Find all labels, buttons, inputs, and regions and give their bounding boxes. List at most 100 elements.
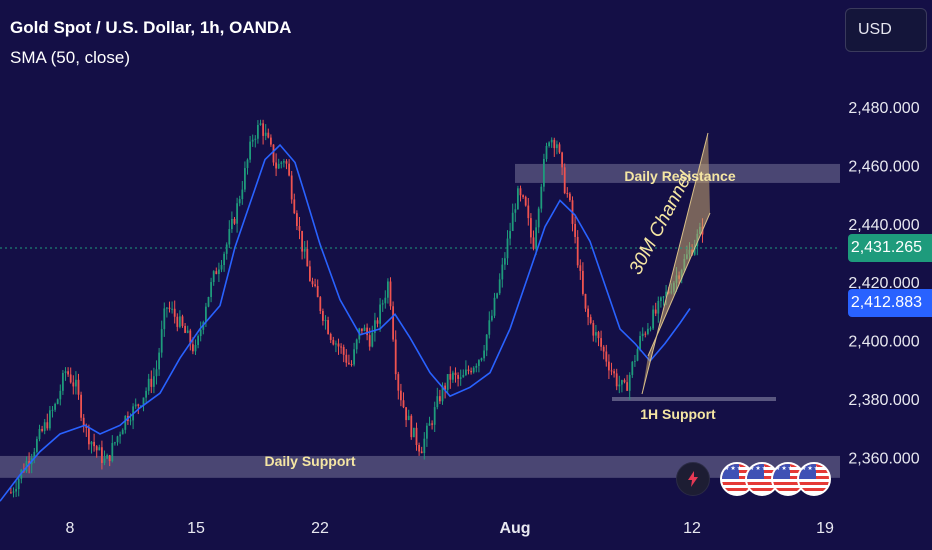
candle-body: [379, 304, 381, 324]
candle-body: [530, 218, 532, 238]
lightning-icon[interactable]: [676, 462, 710, 496]
candle-body: [446, 374, 449, 390]
y-tick-label: 2,360.000: [848, 450, 919, 467]
candle-body: [259, 123, 262, 125]
candle-body: [355, 339, 358, 350]
candle-body: [431, 423, 433, 425]
y-tick-label: 2,420.000: [848, 275, 919, 292]
candle-body: [587, 308, 589, 318]
candle-body: [150, 378, 153, 387]
currency-button[interactable]: USD: [845, 8, 927, 52]
candle-body: [80, 394, 82, 418]
candle-body: [636, 349, 639, 361]
candle-body: [449, 374, 452, 380]
y-tick-label: 2,480.000: [848, 100, 919, 117]
us-flag-icon[interactable]: ★★★: [797, 462, 831, 496]
channel-upper-line: [641, 132, 709, 395]
candle-body: [332, 339, 335, 345]
candle-body: [394, 339, 397, 375]
candle-body: [121, 429, 124, 435]
candle-body: [376, 320, 379, 324]
candle-body: [77, 379, 80, 395]
candle-body: [488, 320, 491, 335]
candle-body: [207, 297, 210, 307]
candle-body: [220, 265, 223, 270]
candle-body: [441, 385, 444, 402]
candle-body: [410, 415, 413, 438]
candle-body: [413, 427, 415, 438]
candle-body: [465, 369, 467, 375]
candle-body: [246, 159, 249, 169]
candle-body: [582, 270, 584, 294]
candle-body: [652, 309, 654, 329]
candle-body: [215, 271, 218, 275]
candle-body: [615, 373, 618, 387]
candle-body: [439, 396, 441, 402]
candle-body: [293, 199, 296, 214]
candle-body: [38, 428, 41, 440]
candle-body: [272, 144, 275, 163]
candle-body: [41, 428, 43, 431]
candle-body: [54, 403, 56, 410]
candle-body: [519, 188, 522, 196]
candle-body: [231, 218, 233, 230]
candle-body: [459, 377, 462, 379]
candle-body: [194, 345, 197, 352]
candle-body: [168, 307, 171, 309]
candle-body: [558, 144, 561, 153]
candle-body: [517, 188, 519, 210]
candle-body: [95, 446, 98, 451]
candle-body: [597, 332, 600, 339]
candle-body: [288, 163, 290, 176]
candle-body: [405, 407, 407, 421]
candle-body: [210, 282, 212, 298]
candle-body: [504, 258, 506, 265]
candle-body: [361, 328, 363, 331]
candle-body: [145, 390, 147, 398]
candle-body: [296, 213, 298, 227]
sma-indicator-label[interactable]: SMA (50, close): [10, 48, 130, 67]
candle-body: [420, 451, 423, 454]
candle-body: [153, 376, 155, 387]
candle-body: [335, 343, 337, 345]
candle-body: [561, 152, 563, 168]
candle-body: [452, 372, 454, 380]
candle-body: [254, 138, 257, 140]
candle-body: [309, 266, 311, 282]
candle-body: [49, 410, 51, 429]
candle-body: [472, 367, 475, 373]
candle-body: [553, 139, 556, 149]
candle-body: [600, 338, 602, 347]
candle-body: [33, 451, 36, 459]
candle-body: [509, 231, 511, 239]
candle-body: [319, 297, 322, 311]
y-tick-label: 2,400.000: [848, 334, 919, 351]
candle-body: [316, 286, 319, 298]
candle-body: [285, 161, 288, 164]
candles-group: [10, 119, 704, 498]
daily-support-zone: [0, 455, 840, 478]
candle-body: [368, 335, 371, 347]
candle-body: [350, 364, 353, 366]
candle-body: [397, 374, 400, 391]
candle-body: [402, 400, 405, 408]
candle-body: [345, 354, 348, 363]
x-tick-label: Aug: [499, 520, 530, 537]
candle-body: [384, 297, 387, 304]
candle-body: [306, 248, 309, 267]
candle-body: [353, 349, 355, 365]
candle-body: [340, 346, 342, 348]
candle-body: [163, 308, 166, 330]
candle-body: [90, 441, 93, 445]
candle-body: [433, 407, 436, 425]
candle-body: [124, 415, 127, 430]
candle-body: [387, 281, 389, 298]
candle-body: [114, 442, 116, 444]
candle-body: [545, 145, 548, 159]
candle-body: [166, 307, 168, 309]
y-tick-label: 2,460.000: [848, 158, 919, 175]
candle-body: [480, 358, 483, 361]
candle-body: [457, 375, 459, 379]
candle-body: [654, 309, 657, 314]
